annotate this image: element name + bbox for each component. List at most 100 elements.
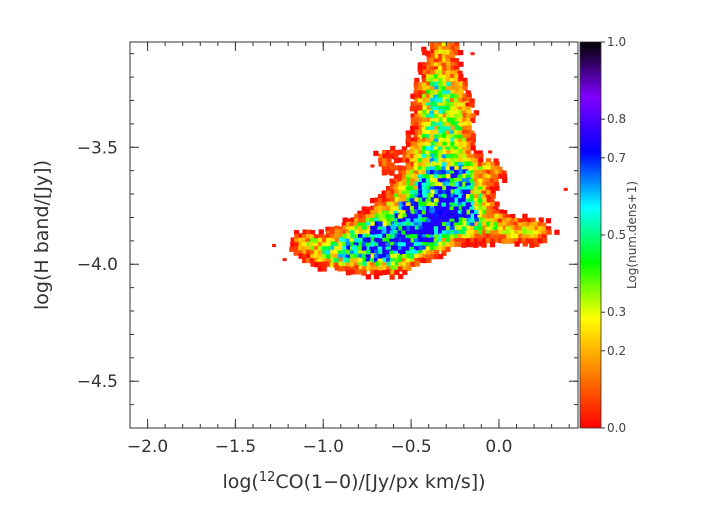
density-cell-436 <box>389 162 395 168</box>
density-cell-396 <box>441 154 447 160</box>
density-cell-875 <box>393 218 399 224</box>
density-cell-308 <box>422 137 428 143</box>
density-cell-946 <box>477 222 483 228</box>
density-cell-1397 <box>389 258 395 264</box>
density-cell-916 <box>357 222 363 228</box>
density-cell-226 <box>414 117 420 123</box>
density-cell-785 <box>362 209 368 215</box>
density-cell-1351 <box>345 254 351 260</box>
density-cell-715 <box>477 198 483 204</box>
density-cell-1150 <box>313 238 319 244</box>
density-cell-371 <box>437 150 444 156</box>
density-cell-707 <box>446 197 452 203</box>
density-cell-431 <box>485 158 492 164</box>
density-cell-1298 <box>433 246 440 252</box>
density-cell-1330 <box>405 250 411 256</box>
density-cell-58 <box>446 65 452 71</box>
density-cell-166 <box>422 101 428 108</box>
density-cell-866 <box>357 218 364 224</box>
density-cell-1157 <box>341 238 347 244</box>
density-cell-980 <box>393 226 399 232</box>
density-cell-1015 <box>534 225 540 231</box>
density-cell-1376 <box>306 257 312 264</box>
density-cell-1457 <box>354 269 360 275</box>
density-cell-1017 <box>541 226 547 232</box>
density-cell-859 <box>505 214 511 220</box>
density-cell-838 <box>421 214 427 220</box>
density-cell-1071 <box>514 229 520 235</box>
density-cell-1371 <box>425 254 431 260</box>
density-cell-1369 <box>418 253 424 259</box>
density-cell-487 <box>490 165 496 171</box>
density-cell-1256 <box>481 242 487 248</box>
density-cell-1285 <box>382 245 388 252</box>
density-cell-505 <box>445 170 451 176</box>
density-cell-1319 <box>361 250 367 256</box>
density-cell-0 <box>429 42 436 48</box>
density-cell-700 <box>418 197 424 203</box>
density-cell-997 <box>461 226 467 232</box>
density-cell-199 <box>433 110 440 116</box>
density-cell-519 <box>501 170 507 176</box>
density-cell-1055 <box>450 229 456 236</box>
density-cell-291 <box>421 134 428 140</box>
density-cell-43 <box>430 61 436 68</box>
density-cell-130 <box>453 90 459 96</box>
density-cell-146 <box>462 93 468 99</box>
density-cell-493 <box>398 169 404 175</box>
density-cell-73 <box>425 74 432 80</box>
density-cell-698 <box>409 198 415 204</box>
density-cell-1254 <box>473 242 479 248</box>
density-cell-1104 <box>386 233 392 240</box>
density-cell-673 <box>433 194 439 200</box>
density-cell-746 <box>481 202 487 208</box>
density-cell-205 <box>458 109 464 116</box>
density-cell-1415 <box>341 262 347 268</box>
density-cell-304 <box>405 138 411 144</box>
density-cell-82 <box>414 77 420 84</box>
density-cell-1046 <box>414 229 420 235</box>
density-cell-796 <box>405 210 411 216</box>
y-tick-label: −4.0 <box>77 255 118 275</box>
density-cell-214 <box>430 113 436 120</box>
density-cell-637 <box>405 190 412 196</box>
density-cell-571 <box>482 177 488 183</box>
density-cell-608 <box>405 186 411 192</box>
density-cell-501 <box>429 170 436 176</box>
density-cell-1303 <box>297 250 303 256</box>
density-cell-657 <box>486 189 492 196</box>
density-cell-414 <box>414 157 420 163</box>
density-cell-1083 <box>301 234 307 240</box>
density-cell-1392 <box>369 258 375 264</box>
density-speck-0 <box>272 244 277 248</box>
density-cell-86 <box>433 78 439 84</box>
density-cell-886 <box>438 217 444 223</box>
y-axis-ticks: −4.5 −4.0 −3.5 <box>77 53 578 429</box>
density-cell-524 <box>410 173 416 179</box>
density-cell-1075 <box>529 230 535 236</box>
density-cell-697 <box>406 197 412 203</box>
density-cell-525 <box>414 173 420 179</box>
density-cell-182 <box>422 105 428 111</box>
density-cell-386 <box>402 153 408 159</box>
density-cell-588 <box>437 182 443 188</box>
density-cell-97 <box>426 81 432 87</box>
density-cell-1169 <box>389 238 395 244</box>
density-cell-895 <box>474 217 480 223</box>
density-cell-660 <box>382 193 388 199</box>
density-cell-628 <box>485 186 491 192</box>
density-cell-1040 <box>389 230 395 236</box>
density-cell-688 <box>369 198 376 204</box>
density-cell-1081 <box>294 233 300 239</box>
density-cell-391 <box>422 153 428 160</box>
density-cell-1326 <box>389 250 395 256</box>
density-cell-1163 <box>366 237 372 243</box>
colorbar-tick-label: 0.7 <box>607 151 626 165</box>
density-cell-1439 <box>345 266 351 272</box>
density-cell-941 <box>458 221 464 228</box>
density-cell-459 <box>494 161 500 167</box>
density-cell-829 <box>385 214 391 220</box>
density-cell-1135 <box>510 233 516 239</box>
colorbar-title: Log(num.dens+1) <box>625 181 639 289</box>
density-cell-1335 <box>425 250 431 256</box>
